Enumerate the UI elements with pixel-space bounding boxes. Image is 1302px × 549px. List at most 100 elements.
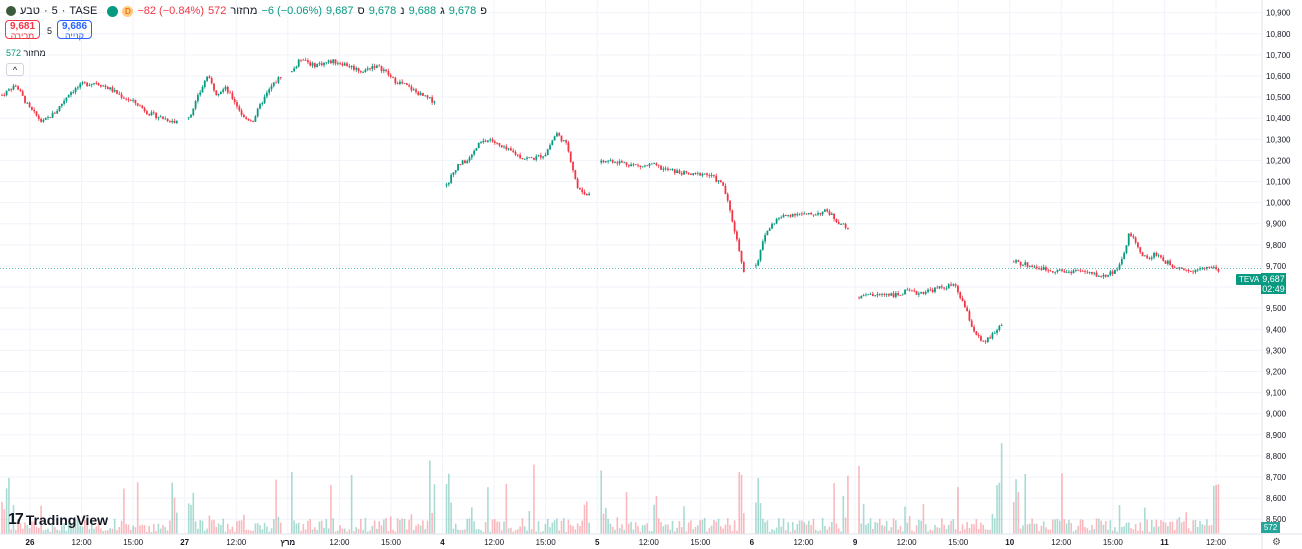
candle-body — [357, 68, 360, 72]
candle-body — [67, 95, 70, 98]
x-tick-label: 15:00 — [690, 538, 711, 547]
volume-bar — [318, 521, 321, 534]
buy-button[interactable]: 9,686 קנייה — [57, 20, 92, 41]
volume-bar — [1114, 527, 1116, 534]
candle-body — [947, 284, 950, 289]
volume-bar — [12, 505, 15, 534]
candle-body — [1125, 245, 1128, 253]
volume-bar — [678, 521, 681, 534]
x-tick-label: 12:00 — [897, 538, 918, 547]
candle-body — [1157, 255, 1160, 257]
volume-bar — [803, 522, 806, 534]
interval[interactable]: 5 — [51, 5, 58, 17]
volume-bar — [1203, 525, 1206, 534]
candle-body — [175, 120, 178, 123]
volume-bar — [1125, 522, 1128, 534]
volume-bar — [498, 521, 501, 534]
candle-body — [116, 90, 118, 94]
volume-bar — [125, 524, 127, 534]
candle-body — [867, 294, 870, 296]
volume-bar — [1091, 524, 1093, 534]
volume-bar — [445, 484, 448, 534]
data-badge[interactable]: D — [122, 5, 134, 17]
volume-bar — [1017, 491, 1020, 534]
candle-body — [701, 173, 704, 176]
candle-body — [1035, 266, 1038, 269]
candle-body — [908, 289, 911, 291]
volume-bar — [245, 529, 247, 534]
volume-bar — [1019, 528, 1022, 534]
candle-body — [526, 157, 528, 159]
volume-bar — [56, 529, 58, 534]
volume-bar — [309, 518, 312, 534]
y-tick-label: 9,700 — [1266, 262, 1287, 271]
gear-icon[interactable]: ⚙ — [1272, 537, 1281, 548]
volume-bar — [217, 523, 220, 534]
tradingview-logo[interactable]: 17 TradingView — [8, 511, 108, 529]
candle-body — [648, 163, 651, 166]
volume-bar — [1052, 519, 1054, 534]
volume-bar — [862, 503, 865, 534]
candle-body — [33, 109, 36, 112]
volume-bar — [1190, 531, 1192, 534]
candle-body — [719, 180, 722, 183]
volume-bar — [957, 487, 959, 534]
candle-body — [1201, 267, 1204, 269]
candle-body — [104, 85, 107, 87]
volume-bar — [680, 527, 683, 534]
volume-bar — [1173, 529, 1176, 534]
volume-bar — [58, 530, 61, 534]
candle-body — [454, 170, 457, 173]
volume-bar — [644, 524, 646, 534]
volume-bar — [701, 519, 704, 534]
candle-body — [1150, 257, 1153, 259]
volume-bar — [833, 483, 835, 534]
candle-body — [162, 116, 164, 119]
volume-bar — [311, 529, 314, 534]
volume-bar — [1169, 521, 1171, 534]
volume-bar — [648, 531, 651, 534]
candle-body — [164, 118, 167, 120]
candle-body — [671, 169, 674, 171]
volume-bar — [738, 471, 741, 534]
candle-body — [79, 83, 82, 88]
y-tick-label: 9,000 — [1266, 410, 1287, 419]
candle-body — [1189, 270, 1192, 272]
candle-body — [982, 340, 985, 342]
candle-body — [210, 77, 213, 84]
brand-name: TradingView — [25, 512, 109, 528]
chart-header: טבע · 5 · TASE D −82 (−0.84%) 572 מחזור … — [6, 4, 487, 18]
candle-body — [1015, 260, 1017, 263]
volume-bar — [1167, 526, 1169, 534]
volume-bar — [1164, 522, 1167, 534]
candle-body — [236, 102, 238, 107]
volume-bar — [860, 523, 863, 534]
candle-body — [81, 82, 84, 84]
candle-body — [1180, 267, 1183, 269]
volume-bar — [332, 518, 335, 534]
candle-body — [403, 83, 406, 85]
candle-body — [644, 165, 646, 167]
volume-bar — [842, 495, 845, 534]
volume-bar — [1141, 530, 1144, 534]
candle-body — [56, 110, 59, 114]
candle-body — [773, 223, 776, 225]
symbol-name[interactable]: טבע — [20, 5, 40, 17]
volume-bar — [24, 522, 26, 534]
collapse-button[interactable]: ^ — [6, 63, 24, 76]
volume-bar — [341, 528, 344, 534]
volume-bar — [346, 531, 348, 534]
volume-bar — [417, 523, 420, 534]
volume-bar — [961, 524, 964, 534]
volume-bar — [369, 530, 371, 534]
candle-body — [692, 173, 695, 175]
volume-bar — [847, 475, 849, 534]
candle-body — [346, 63, 348, 67]
volume-bar — [1061, 473, 1063, 534]
volume-bar — [482, 531, 485, 534]
sell-button[interactable]: 9,681 מכירה — [5, 20, 40, 41]
volume-bar — [722, 528, 724, 534]
volume-bar — [226, 523, 229, 534]
candle-body — [401, 81, 404, 84]
